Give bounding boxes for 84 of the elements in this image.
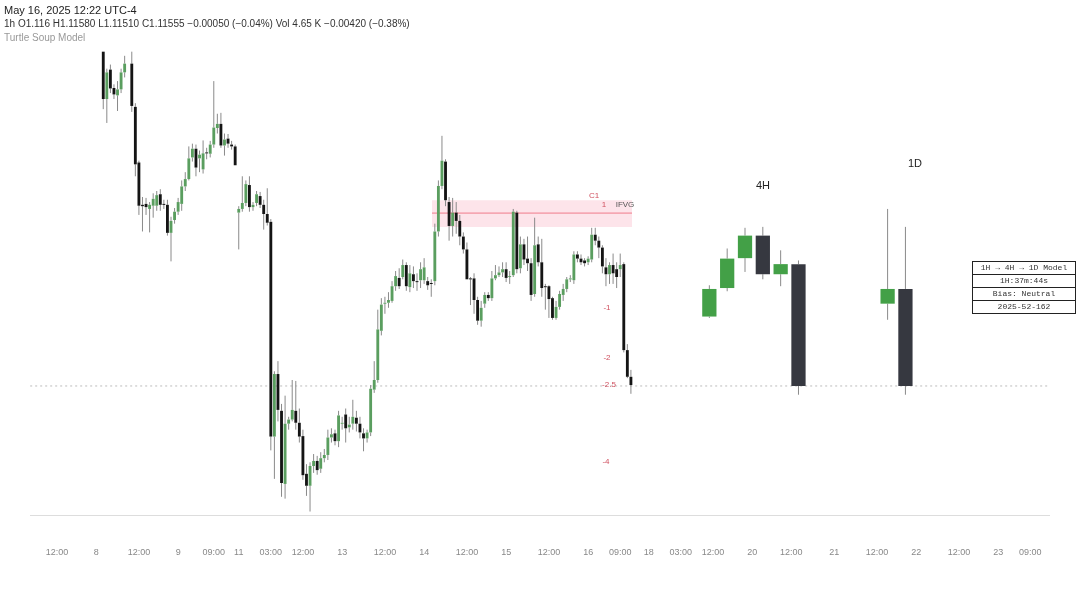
x-tick-label: 03:00 bbox=[259, 547, 283, 558]
candlestick bbox=[294, 380, 298, 431]
candlestick bbox=[215, 113, 219, 135]
candlestick bbox=[190, 143, 194, 163]
candlestick bbox=[533, 217, 537, 298]
x-tick-label: 12:00 bbox=[865, 547, 889, 558]
annotation: 1H → 4H → 1D Model bbox=[972, 261, 1076, 275]
candlestick bbox=[337, 410, 340, 448]
text: Turtle Soup Model bbox=[4, 31, 87, 45]
candlestick bbox=[237, 205, 241, 250]
x-tick-label: 09:00 bbox=[1018, 547, 1042, 558]
candlestick bbox=[351, 399, 355, 431]
candlestick bbox=[486, 291, 490, 302]
x-tick-label: 03:00 bbox=[669, 547, 693, 558]
candlestick bbox=[105, 68, 109, 124]
candlestick bbox=[518, 236, 522, 274]
candlestick bbox=[148, 201, 152, 233]
x-tick-label: 18 bbox=[643, 547, 654, 558]
candlestick bbox=[130, 51, 134, 113]
candlestick bbox=[547, 286, 551, 319]
x-tick-label: 12:00 bbox=[780, 547, 803, 558]
x-tick-label: 12:00 bbox=[45, 547, 69, 558]
x-tick-label: 22 bbox=[911, 547, 922, 558]
candlestick bbox=[501, 261, 504, 278]
candlestick bbox=[490, 270, 494, 302]
x-tick-label: 14 bbox=[419, 547, 430, 558]
x-tick-label: 12:00 bbox=[373, 547, 397, 558]
candlestick bbox=[198, 150, 201, 173]
annotation: 1D bbox=[907, 157, 923, 169]
candlestick bbox=[511, 208, 515, 278]
candlestick bbox=[319, 451, 323, 474]
x-tick-label: 21 bbox=[829, 547, 840, 558]
candlestick bbox=[201, 139, 205, 175]
x-tick-label: 12:00 bbox=[455, 547, 479, 558]
candlestick bbox=[248, 175, 251, 213]
x-tick-label: 23 bbox=[993, 547, 1004, 558]
candlestick bbox=[419, 261, 422, 289]
x-tick-label: 13 bbox=[337, 547, 348, 558]
x-tick-label: 12:00 bbox=[701, 547, 725, 558]
candlestick bbox=[180, 179, 184, 212]
annotation: -2.5 bbox=[602, 379, 616, 389]
x-tick-label: 9 bbox=[175, 547, 181, 558]
candlestick bbox=[451, 197, 455, 238]
candlestick bbox=[240, 175, 244, 213]
candlestick bbox=[158, 188, 162, 212]
annotation: 2025-52-162 bbox=[972, 300, 1076, 314]
candlestick bbox=[540, 238, 544, 298]
candlestick bbox=[504, 261, 508, 283]
candlestick bbox=[344, 408, 348, 444]
candlestick bbox=[515, 210, 519, 274]
candlestick bbox=[590, 227, 594, 263]
x-tick-label: 11 bbox=[234, 547, 244, 558]
candlestick bbox=[255, 190, 258, 207]
annotation: C1 bbox=[588, 190, 600, 200]
x-tick-label: 20 bbox=[747, 547, 758, 558]
annotation: -4 bbox=[602, 456, 610, 466]
x-tick-label: 15 bbox=[501, 547, 512, 558]
chart-subtitle: 1h O1.116 H1.11580 L1.11510 C1.11555 −0.00050 (−0.04%) Vol 4.65 K −0.00420 (−0.38%) bbox=[4, 17, 410, 31]
candlestick bbox=[618, 253, 622, 278]
x-tick-label: 12:00 bbox=[947, 547, 971, 558]
x-tick-label: 12:00 bbox=[537, 547, 561, 558]
candlestick bbox=[151, 192, 155, 219]
chart-title: May 16, 2025 12:22 UTC-4 bbox=[4, 3, 138, 17]
candlestick bbox=[219, 112, 223, 149]
candlestick bbox=[412, 265, 415, 289]
annotation: 1 bbox=[601, 199, 607, 209]
candlestick bbox=[326, 429, 330, 461]
annotation: 1H:37m:44s bbox=[972, 274, 1076, 288]
annotation: 4H bbox=[755, 179, 771, 191]
candlestick bbox=[315, 455, 319, 476]
x-tick-label: 09:00 bbox=[608, 547, 632, 558]
x-tick-label: 12:00 bbox=[291, 547, 315, 558]
x-tick-label: 16 bbox=[583, 547, 594, 558]
annotation: Bias: Neutral bbox=[972, 287, 1076, 301]
x-tick-label: 12:00 bbox=[127, 547, 151, 558]
annotation: -1 bbox=[603, 302, 611, 312]
candlestick bbox=[283, 395, 287, 500]
x-tick-label: 8 bbox=[93, 547, 99, 558]
candlestick bbox=[508, 270, 512, 285]
band-label: IFVG bbox=[615, 200, 635, 210]
x-tick-label: 09:00 bbox=[202, 547, 226, 558]
annotation: -2 bbox=[603, 352, 611, 362]
candlestick bbox=[611, 253, 615, 285]
candlestick bbox=[408, 264, 412, 293]
